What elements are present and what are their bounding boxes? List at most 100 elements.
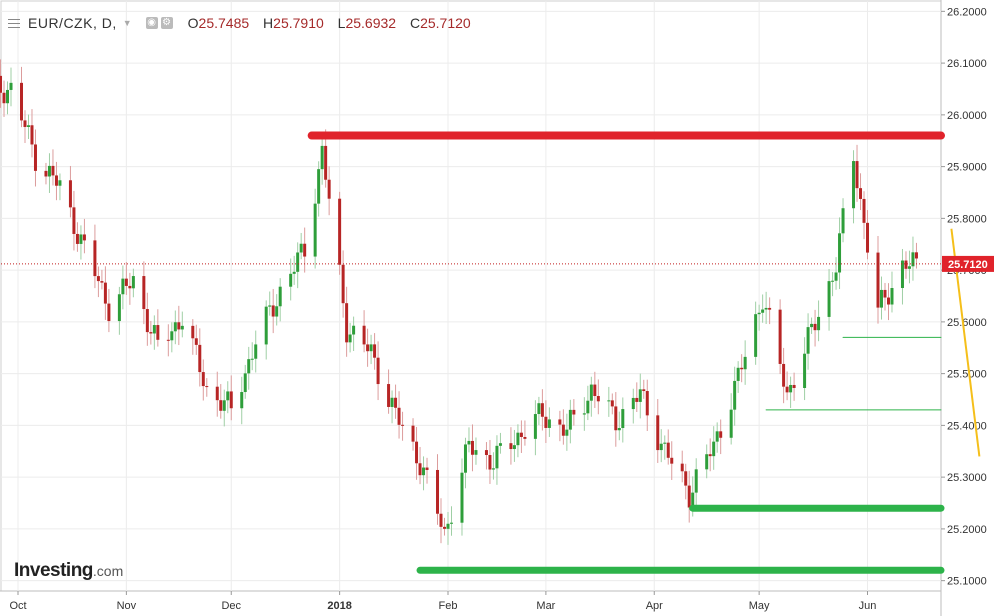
current-price-label: 25.7120 (948, 259, 988, 271)
high-label: H (263, 15, 274, 31)
candle-body (680, 463, 684, 472)
candle-body (593, 384, 597, 397)
candle-body (30, 125, 34, 145)
candle-body (495, 445, 499, 469)
candle-body (907, 266, 911, 269)
low-label: L (337, 15, 346, 31)
candle-body (191, 325, 195, 339)
x-tick-label: May (749, 600, 770, 612)
candle-body (810, 323, 814, 328)
symbol-label[interactable]: EUR/CZK, D, (28, 15, 117, 31)
y-tick-label: 25.8000 (947, 213, 987, 225)
candle-body (558, 419, 562, 425)
chevron-down-icon[interactable]: ▼ (122, 18, 132, 28)
candle-body (463, 444, 467, 473)
candle-body (373, 344, 377, 358)
candle-body (44, 170, 48, 177)
ohlc-values: O25.7485 H25.7910 L25.6932 C25.7120 (188, 15, 481, 31)
candle-body (659, 443, 663, 451)
candle-body (635, 397, 639, 402)
candle-body (565, 429, 569, 436)
x-tick-label: Mar (536, 600, 555, 612)
candle-body (876, 252, 880, 308)
candle-body (470, 440, 474, 455)
candle-body (2, 92, 6, 104)
candle-body (327, 179, 331, 199)
candle-body (708, 454, 712, 457)
candle-body (607, 400, 611, 402)
candle-body (271, 305, 275, 317)
candle-body (418, 463, 422, 476)
candle-body (719, 431, 723, 438)
candle-body (852, 161, 856, 209)
x-tick-label: Feb (439, 600, 458, 612)
candle-body (736, 367, 740, 381)
candle-body (509, 443, 513, 450)
candle-body (670, 457, 674, 464)
candle-body (879, 289, 883, 308)
hamburger-menu-icon[interactable] (8, 16, 20, 31)
candle-body (803, 353, 807, 388)
candle-body (100, 281, 104, 283)
candle-body (180, 325, 184, 330)
x-tick-label: Dec (221, 600, 241, 612)
candle-body (911, 252, 915, 267)
candle-body (914, 252, 918, 259)
candle-body (449, 522, 453, 524)
candle-body (338, 198, 342, 265)
y-tick-label: 26.1000 (947, 58, 987, 70)
candle-body (645, 391, 649, 416)
y-tick-label: 25.9000 (947, 162, 987, 174)
candle-body (345, 303, 349, 343)
candle-body (841, 208, 845, 234)
candle-body (733, 380, 737, 410)
candle-body (352, 325, 356, 335)
candle-body (547, 419, 551, 428)
candle-body (23, 120, 27, 127)
candle-body (250, 358, 254, 360)
candle-body (229, 391, 233, 409)
candle-body (117, 294, 121, 322)
eye-icon[interactable]: ◉ (145, 17, 158, 29)
candle-body (491, 468, 495, 470)
candle-body (467, 440, 471, 445)
candle-body (792, 384, 796, 388)
candle-body (890, 288, 894, 305)
candle-body (131, 276, 135, 289)
candle-body (561, 424, 565, 436)
candle-body (656, 415, 660, 451)
candle-body (712, 441, 716, 457)
candle-body (222, 400, 226, 411)
candle-body (341, 264, 345, 304)
candle-body (684, 471, 688, 486)
candle-body (401, 424, 405, 426)
x-tick-label: 2018 (327, 600, 351, 612)
candle-body (366, 344, 370, 352)
candle-body (631, 397, 635, 410)
y-tick-label: 25.3000 (947, 472, 987, 484)
candle-body (778, 309, 782, 364)
candle-body (859, 188, 863, 199)
candle-body (694, 469, 698, 493)
candle-body (121, 278, 125, 295)
candle-body (740, 367, 744, 370)
candle-body (47, 165, 51, 177)
candle-body (58, 180, 62, 186)
candle-body (362, 325, 366, 345)
logo-suffix: .com (92, 563, 124, 579)
settings-icon[interactable]: ⚙ (160, 17, 173, 29)
candle-body (152, 325, 156, 334)
open-value: 25.7485 (198, 15, 250, 31)
candle-body (156, 325, 160, 340)
candle-body (705, 454, 709, 470)
candle-body (638, 389, 642, 402)
y-tick-label: 26.0000 (947, 110, 987, 122)
candle-body (103, 282, 107, 304)
close-label: C (409, 15, 421, 31)
close-value: 25.7120 (420, 15, 471, 31)
candle-body (691, 492, 695, 508)
candle-body (93, 240, 97, 277)
candle-body (415, 441, 419, 464)
